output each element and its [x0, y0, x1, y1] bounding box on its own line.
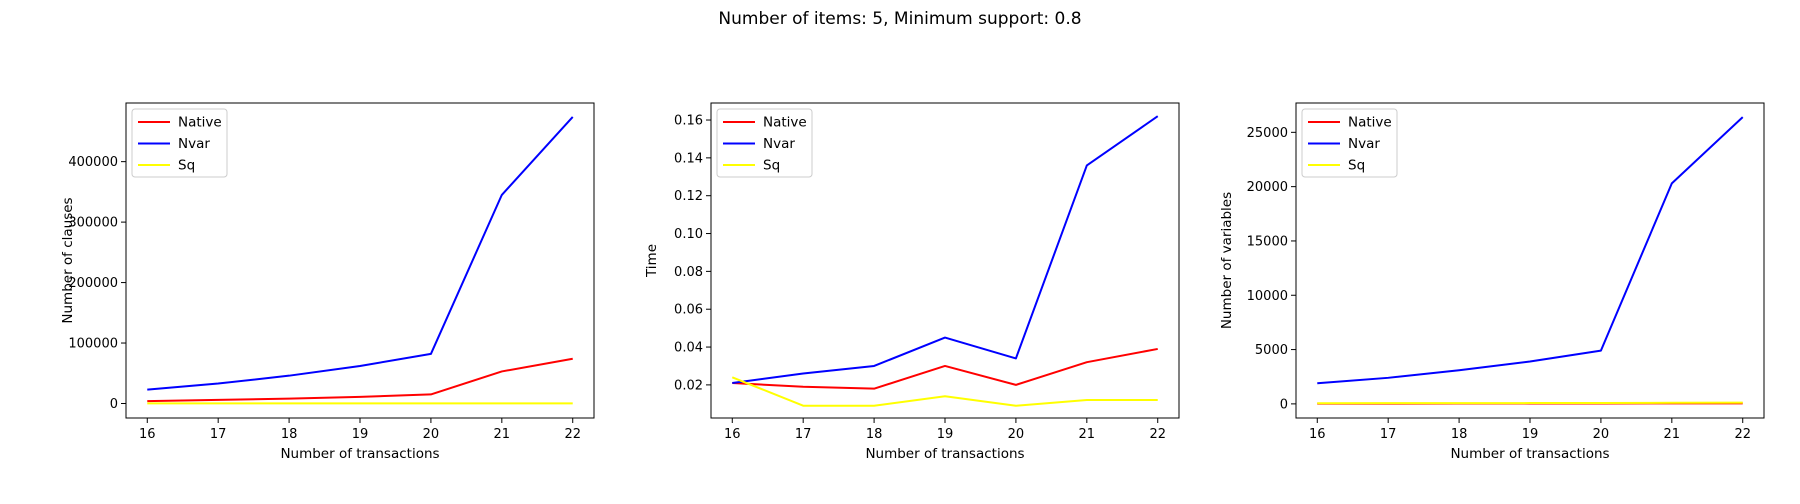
y-tick-label: 0.14: [674, 151, 703, 166]
legend-label: Nvar: [763, 136, 795, 152]
x-tick-label: 20: [423, 427, 440, 442]
y-tick-label: 0.02: [674, 378, 703, 393]
x-tick-label: 21: [494, 427, 511, 442]
x-tick-label: 22: [564, 427, 581, 442]
y-tick-label: 0: [1280, 397, 1288, 412]
x-tick-label: 17: [795, 427, 812, 442]
legend: Native Nvar Sq: [132, 109, 227, 177]
x-tick-label: 16: [1309, 427, 1326, 442]
x-tick-label: 18: [281, 427, 298, 442]
x-tick-label: 16: [139, 427, 156, 442]
legend: Native Nvar Sq: [1302, 109, 1397, 177]
y-tick-label: 25000: [1247, 126, 1288, 141]
x-axis-label: Number of transactions: [1450, 446, 1609, 462]
chart-panel-2: 16 17 18 19 20 21 22 0.02 0.04 0.06 0.08 0.10 0.12 0.…: [644, 103, 1179, 462]
figure-title: Number of items: 5, Minimum support: 0.8: [718, 9, 1081, 29]
y-tick-label: 400000: [68, 155, 118, 170]
y-tick-label: 0.08: [674, 265, 703, 280]
y-tick-label: 20000: [1247, 180, 1288, 195]
y-tick-label: 15000: [1247, 234, 1288, 249]
legend-label: Sq: [178, 158, 195, 174]
y-tick-label: 100000: [68, 337, 118, 352]
y-tick-label: 0.10: [674, 227, 703, 242]
y-tick-label: 0.16: [674, 114, 703, 129]
legend-label: Native: [178, 115, 222, 131]
x-tick-label: 19: [1522, 427, 1539, 442]
legend-label: Native: [1348, 115, 1392, 131]
legend-label: Sq: [1348, 158, 1365, 174]
y-tick-label: 0: [110, 397, 118, 412]
y-tick-label: 0.06: [674, 303, 703, 318]
y-axis-label: Number of clauses: [60, 197, 76, 323]
y-axis-label: Number of variables: [1219, 192, 1235, 329]
x-tick-label: 18: [866, 427, 883, 442]
y-tick-label: 0.04: [674, 341, 703, 356]
legend-label: Nvar: [178, 136, 210, 152]
y-axis-label: Time: [644, 244, 660, 278]
x-tick-label: 17: [1380, 427, 1397, 442]
x-axis-label: Number of transactions: [280, 446, 439, 462]
x-tick-label: 21: [1664, 427, 1681, 442]
y-tick-label: 5000: [1255, 343, 1288, 358]
x-tick-label: 21: [1079, 427, 1096, 442]
legend: Native Nvar Sq: [717, 109, 812, 177]
x-tick-label: 22: [1149, 427, 1166, 442]
x-tick-label: 19: [937, 427, 954, 442]
x-tick-label: 20: [1008, 427, 1025, 442]
x-tick-label: 17: [210, 427, 227, 442]
x-tick-label: 20: [1593, 427, 1610, 442]
x-tick-label: 18: [1451, 427, 1468, 442]
legend-label: Nvar: [1348, 136, 1380, 152]
legend-label: Sq: [763, 158, 780, 174]
legend-label: Native: [763, 115, 807, 131]
y-tick-label: 10000: [1247, 289, 1288, 304]
x-tick-label: 16: [724, 427, 741, 442]
x-tick-label: 19: [352, 427, 369, 442]
x-axis-label: Number of transactions: [865, 446, 1024, 462]
x-tick-label: 22: [1734, 427, 1751, 442]
y-tick-label: 0.12: [674, 189, 703, 204]
chart-panel-3: 16 17 18 19 20 21 22 0 5000 10000 15000 20000 25000 N…: [1219, 103, 1764, 462]
series-line-sq: [1317, 403, 1742, 404]
